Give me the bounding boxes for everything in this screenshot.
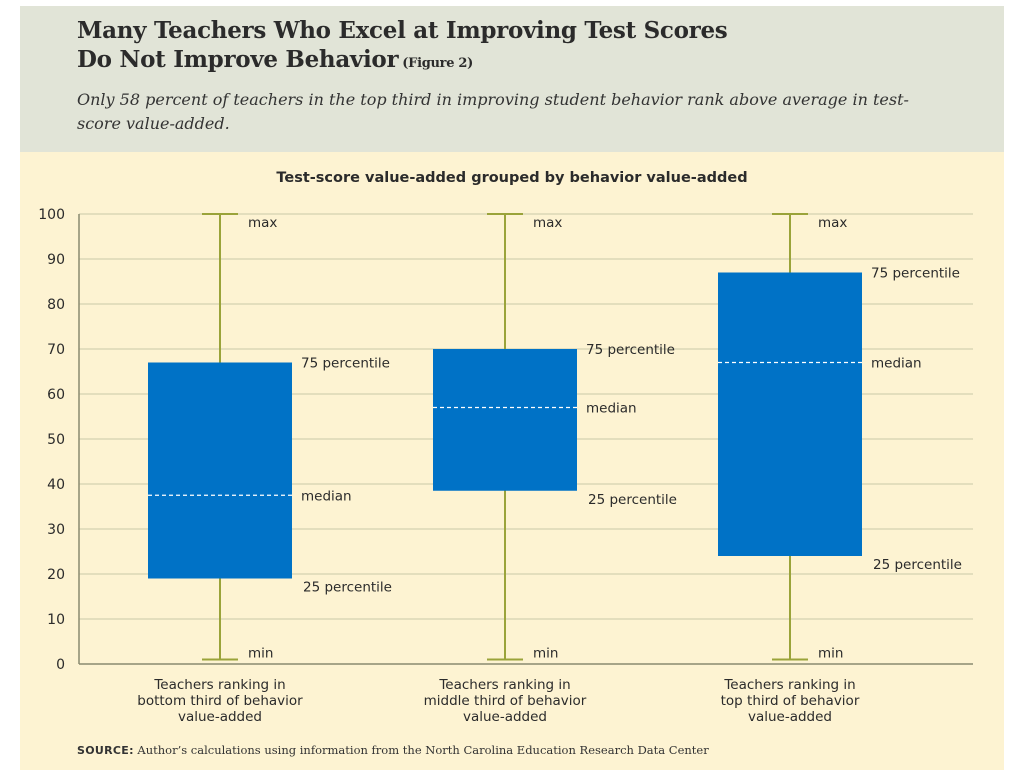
category-label-line: value-added bbox=[748, 709, 832, 725]
y-tick-label: 0 bbox=[56, 657, 65, 673]
y-tick-label: 90 bbox=[47, 252, 65, 268]
category-label-line: middle third of behavior bbox=[424, 693, 587, 709]
figure-panel: Many Teachers Who Excel at Improving Tes… bbox=[20, 6, 1004, 770]
figure-label: (Figure 2) bbox=[402, 56, 473, 71]
box-group-3 bbox=[718, 213, 862, 661]
min-label: min bbox=[248, 646, 273, 662]
y-tick-label: 80 bbox=[47, 297, 65, 313]
iqr-box bbox=[148, 362, 292, 579]
min-label: min bbox=[533, 646, 558, 662]
median-label: median bbox=[586, 401, 637, 417]
median-label: median bbox=[301, 488, 352, 504]
y-tick-label: 60 bbox=[47, 387, 65, 403]
y-tick-label: 20 bbox=[47, 567, 65, 583]
q1-label: 25 percentile bbox=[303, 580, 392, 596]
iqr-box bbox=[433, 349, 577, 491]
title-line-2: Do Not Improve Behavior bbox=[77, 46, 399, 73]
page-title: Many Teachers Who Excel at Improving Tes… bbox=[77, 16, 728, 78]
category-label-line: Teachers ranking in bbox=[438, 677, 570, 693]
q3-label: 75 percentile bbox=[871, 266, 960, 282]
q1-label: 25 percentile bbox=[588, 492, 677, 508]
max-label: max bbox=[248, 215, 277, 231]
y-tick-label: 50 bbox=[47, 432, 65, 448]
max-label: max bbox=[818, 215, 847, 231]
median-label: median bbox=[871, 356, 922, 372]
y-axis: 0 10 20 30 40 50 60 70 80 90 100 bbox=[38, 207, 973, 673]
box-group-2 bbox=[433, 213, 577, 661]
min-label: min bbox=[818, 646, 843, 662]
box-group-1 bbox=[148, 213, 292, 661]
y-tick-label: 40 bbox=[47, 477, 65, 493]
category-label-line: bottom third of behavior bbox=[137, 693, 303, 709]
category-label-line: top third of behavior bbox=[721, 693, 860, 709]
source-note: SOURCE: Author’s calculations using info… bbox=[77, 743, 709, 757]
title-line-1: Many Teachers Who Excel at Improving Tes… bbox=[77, 17, 728, 44]
y-tick-label: 100 bbox=[38, 207, 65, 223]
q3-label: 75 percentile bbox=[586, 342, 675, 358]
iqr-box bbox=[718, 272, 862, 556]
y-tick-label: 10 bbox=[47, 612, 65, 628]
chart-title: Test-score value-added grouped by behavi… bbox=[276, 170, 748, 186]
category-label-line: value-added bbox=[463, 709, 547, 725]
q1-label: 25 percentile bbox=[873, 557, 962, 573]
y-tick-label: 30 bbox=[47, 522, 65, 538]
annotation-layer: max 75 percentile median 25 percentile min ma… bbox=[248, 215, 962, 662]
subtitle: Only 58 percent of teachers in the top t… bbox=[77, 90, 909, 133]
source-label: SOURCE: bbox=[77, 744, 134, 757]
figure-header: Many Teachers Who Excel at Improving Tes… bbox=[20, 6, 1004, 152]
y-tick-label: 70 bbox=[47, 342, 65, 358]
source-text: Author’s calculations using information … bbox=[137, 743, 709, 757]
max-label: max bbox=[533, 215, 562, 231]
category-label-line: Teachers ranking in bbox=[723, 677, 855, 693]
category-label-line: Teachers ranking in bbox=[153, 677, 285, 693]
box-layer bbox=[148, 213, 862, 661]
category-label-line: value-added bbox=[178, 709, 262, 725]
q3-label: 75 percentile bbox=[301, 356, 390, 372]
